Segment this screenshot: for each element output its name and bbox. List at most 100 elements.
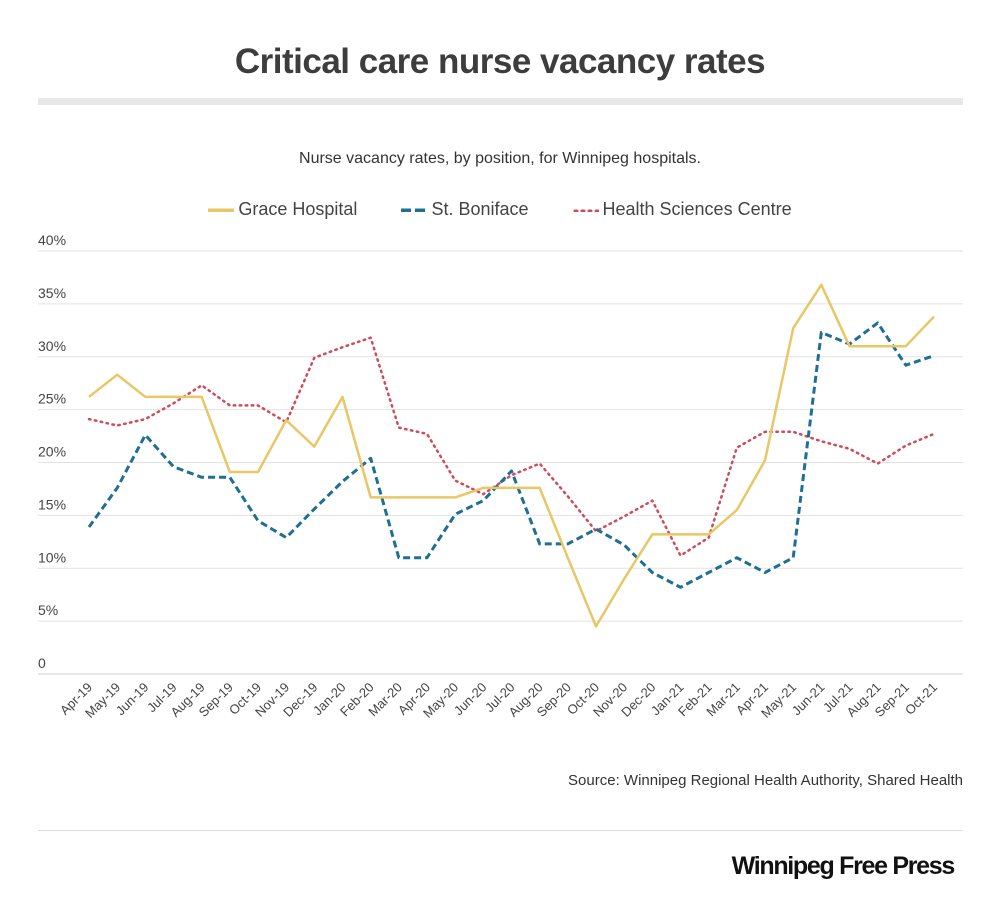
legend-swatch-dashed-icon xyxy=(401,208,428,212)
data-point xyxy=(424,555,430,561)
data-point xyxy=(678,584,684,590)
data-point xyxy=(678,553,684,559)
data-point xyxy=(255,469,261,475)
data-point xyxy=(227,402,233,408)
data-point xyxy=(678,531,684,537)
data-point xyxy=(368,494,374,500)
data-point xyxy=(762,569,768,575)
y-tick-label: 30% xyxy=(38,338,66,354)
source-note: Source: Winnipeg Regional Health Authori… xyxy=(568,772,963,789)
data-point xyxy=(311,506,317,512)
data-point xyxy=(199,474,205,480)
data-point xyxy=(565,555,571,561)
data-point xyxy=(509,468,515,474)
data-point xyxy=(311,444,317,450)
data-point xyxy=(762,457,768,463)
data-point xyxy=(509,485,515,491)
data-point xyxy=(171,400,177,406)
data-point xyxy=(368,335,374,341)
data-point xyxy=(452,477,458,483)
data-point xyxy=(452,511,458,517)
data-point xyxy=(199,382,205,388)
x-axis-ticks: Apr-19May-19Jun-19Jul-19Aug-19Sep-19Oct-… xyxy=(57,680,940,721)
data-point xyxy=(706,569,712,575)
data-point xyxy=(875,461,881,467)
title-divider xyxy=(38,98,963,105)
data-point xyxy=(649,569,655,575)
legend-item-hsc[interactable]: Health Sciences Centre xyxy=(573,199,792,220)
data-point xyxy=(142,432,148,438)
data-point xyxy=(142,416,148,422)
data-point xyxy=(424,494,430,500)
data-point xyxy=(903,362,909,368)
legend-item-st-boniface[interactable]: St. Boniface xyxy=(401,199,529,220)
data-point xyxy=(931,431,937,437)
data-point xyxy=(903,443,909,449)
data-point xyxy=(790,555,796,561)
y-tick-label: 0 xyxy=(38,655,46,671)
data-point xyxy=(255,518,261,524)
data-point xyxy=(86,394,92,400)
data-point xyxy=(86,524,92,530)
legend-item-grace[interactable]: Grace Hospital xyxy=(208,199,357,220)
y-tick-label: 40% xyxy=(38,232,66,248)
brand-logo: Winnipeg Free Press xyxy=(731,852,956,880)
x-tick-label: Oct-21 xyxy=(902,680,940,718)
data-point xyxy=(621,542,627,548)
data-point xyxy=(283,417,289,423)
data-point xyxy=(396,494,402,500)
x-tick-label: Jun-21 xyxy=(789,680,828,719)
data-point xyxy=(340,344,346,350)
data-point xyxy=(255,402,261,408)
data-point xyxy=(875,343,881,349)
line-chart: 0 5% 10% 15% 20% 25% 30% 35% 40% Apr-19May-19Jun… xyxy=(38,232,963,721)
chart-subtitle: Nurse vacancy rates, by position, for Wi… xyxy=(299,150,701,167)
gridlines xyxy=(38,250,963,675)
legend-label: Grace Hospital xyxy=(238,199,358,219)
data-point xyxy=(114,485,120,491)
data-point xyxy=(790,325,796,331)
data-point xyxy=(875,320,881,326)
data-point xyxy=(311,355,317,361)
data-point xyxy=(734,555,740,561)
data-point xyxy=(818,438,824,444)
data-point xyxy=(621,513,627,519)
data-point xyxy=(847,446,853,452)
data-point xyxy=(480,498,486,504)
data-point xyxy=(593,623,599,629)
data-point xyxy=(818,329,824,335)
data-point xyxy=(283,535,289,541)
data-point xyxy=(396,555,402,561)
data-point xyxy=(565,541,571,547)
data-point xyxy=(424,431,430,437)
y-tick-label: 10% xyxy=(38,549,66,565)
data-point xyxy=(537,485,543,491)
data-point xyxy=(86,416,92,422)
data-point xyxy=(762,429,768,435)
data-point xyxy=(903,343,909,349)
y-tick-label: 20% xyxy=(38,444,66,460)
data-point xyxy=(847,343,853,349)
data-point xyxy=(114,422,120,428)
data-point xyxy=(396,425,402,431)
data-point xyxy=(649,498,655,504)
data-point xyxy=(790,429,796,435)
data-point xyxy=(480,485,486,491)
data-point xyxy=(171,464,177,470)
series-line-health-sciences-centre xyxy=(87,336,936,557)
series-line-grace-hospital xyxy=(88,283,935,628)
x-tick-label: Jun-20 xyxy=(451,680,490,719)
data-point xyxy=(706,531,712,537)
data-point xyxy=(368,455,374,461)
footer-divider xyxy=(38,830,963,831)
data-point xyxy=(565,493,571,499)
data-point xyxy=(537,541,543,547)
data-point xyxy=(227,469,233,475)
data-point xyxy=(142,394,148,400)
data-point xyxy=(649,531,655,537)
data-point xyxy=(340,394,346,400)
y-tick-label: 35% xyxy=(38,285,66,301)
legend-swatch-solid-icon xyxy=(208,208,235,212)
data-point xyxy=(734,445,740,451)
y-axis-ticks: 0 5% 10% 15% 20% 25% 30% 35% 40% xyxy=(38,232,66,671)
